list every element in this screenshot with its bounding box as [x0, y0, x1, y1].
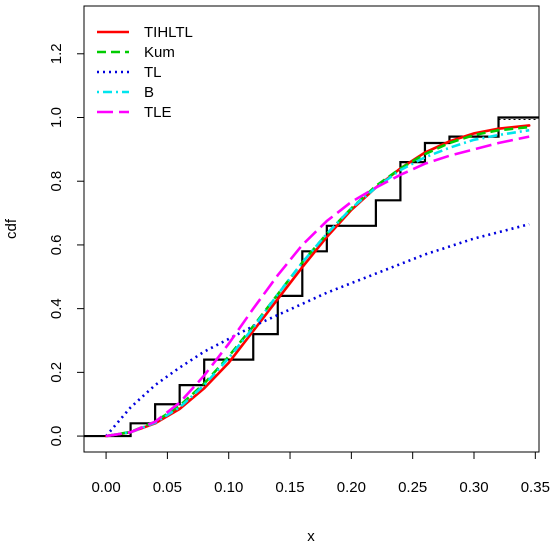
legend-label-tihltl: TIHLTL — [144, 24, 193, 41]
y-tick-label: 1.0 — [48, 107, 65, 128]
series-line-tihltl — [104, 124, 531, 438]
x-tick-label: 0.20 — [337, 479, 366, 496]
y-tick-label: 0.4 — [48, 298, 65, 319]
x-tick-label: 0.15 — [275, 479, 304, 496]
y-tick-label: 0.6 — [48, 234, 65, 255]
x-tick-label: 0.05 — [153, 479, 182, 496]
x-tick-label: 0.10 — [214, 479, 243, 496]
series-line-tl — [105, 222, 530, 437]
legend: TIHLTL Kum TL B TLE — [97, 24, 193, 121]
legend-label-tl: TL — [144, 64, 162, 81]
y-tick-label: 0.2 — [48, 362, 65, 383]
series-line-b — [105, 128, 530, 438]
plot-marks — [84, 116, 539, 438]
x-axis-title: x — [307, 528, 315, 545]
y-tick-label: 0.8 — [48, 171, 65, 192]
x-axis: 0.00 0.05 0.10 0.15 0.20 0.25 0.30 0.35 — [91, 451, 550, 496]
y-axis-title: cdf — [3, 218, 20, 239]
legend-label-b: B — [144, 84, 154, 101]
series-line-tle — [105, 135, 530, 438]
legend-label-tle: TLE — [144, 104, 172, 121]
x-tick-label: 0.30 — [459, 479, 488, 496]
legend-label-kum: Kum — [144, 44, 175, 61]
y-tick-label: 1.2 — [48, 43, 65, 64]
x-tick-label: 0.00 — [91, 479, 120, 496]
x-tick-label: 0.35 — [521, 479, 550, 496]
y-tick-label: 0.0 — [48, 426, 65, 447]
empirical-cdf-step — [84, 116, 539, 438]
x-tick-label: 0.25 — [398, 479, 427, 496]
y-axis: 0.0 0.2 0.4 0.6 0.8 1.0 1.2 — [48, 43, 85, 447]
